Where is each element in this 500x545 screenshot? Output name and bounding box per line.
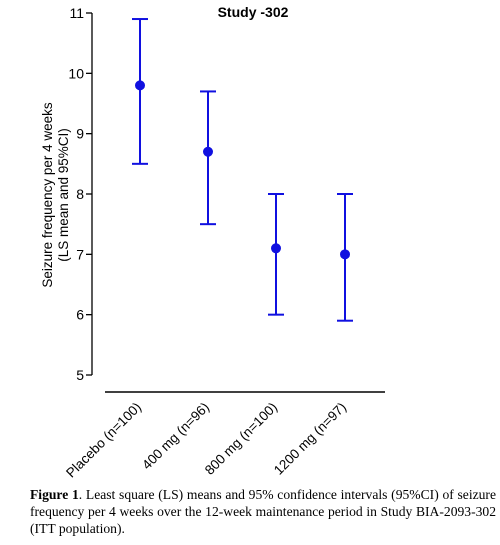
data-marks <box>132 18 353 322</box>
axes: 5 6 7 8 9 10 11 Placebo (n=100)400 mg (n=96)800… <box>63 5 385 480</box>
x-tick-label: Placebo (n=100) <box>63 400 144 481</box>
data-point <box>271 243 281 254</box>
y-tick-label: 10 <box>68 65 84 81</box>
chart-title: Study -302 <box>218 4 289 20</box>
caption-text: . Least square (LS) means and 95% confid… <box>30 487 496 536</box>
x-tick-label: 1200 mg (n=97) <box>271 400 349 478</box>
figure-caption: Figure 1. Least square (LS) means and 95… <box>30 486 496 537</box>
y-tick-label: 6 <box>76 307 84 323</box>
y-tick-label: 5 <box>76 367 84 383</box>
y-axis-label: Seizure frequency per 4 weeks (LS mean a… <box>40 102 71 288</box>
caption-label: Figure 1 <box>30 487 79 502</box>
y-tick-label: 8 <box>76 186 84 202</box>
y-tick-label: 7 <box>76 246 84 262</box>
data-point <box>135 80 145 91</box>
y-tick-label: 11 <box>69 5 84 21</box>
x-tick-label: 800 mg (n=100) <box>202 400 280 478</box>
y-tick-label: 9 <box>76 126 84 142</box>
data-point <box>340 249 350 260</box>
data-point <box>203 146 213 157</box>
y-axis-label-line2: (LS mean and 95%CI) <box>56 128 71 262</box>
x-tick-label: 400 mg (n=96) <box>139 400 212 473</box>
y-axis-label-line1: Seizure frequency per 4 weeks <box>40 102 55 288</box>
